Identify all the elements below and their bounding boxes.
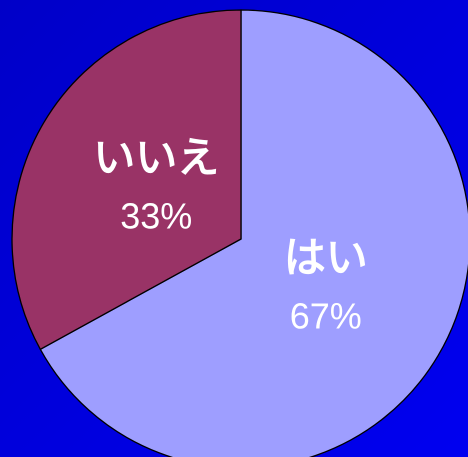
slice-value-label: 33%: [120, 195, 192, 236]
slice-value-label: 67%: [290, 296, 362, 337]
slice-category: いいえ: [93, 134, 219, 181]
pie-slice: [11, 9, 242, 351]
labels: はい 67% いいえ 33%: [93, 134, 368, 337]
pie: [11, 9, 468, 457]
pie-slice: [39, 9, 468, 457]
slice-category: はい: [284, 234, 368, 281]
